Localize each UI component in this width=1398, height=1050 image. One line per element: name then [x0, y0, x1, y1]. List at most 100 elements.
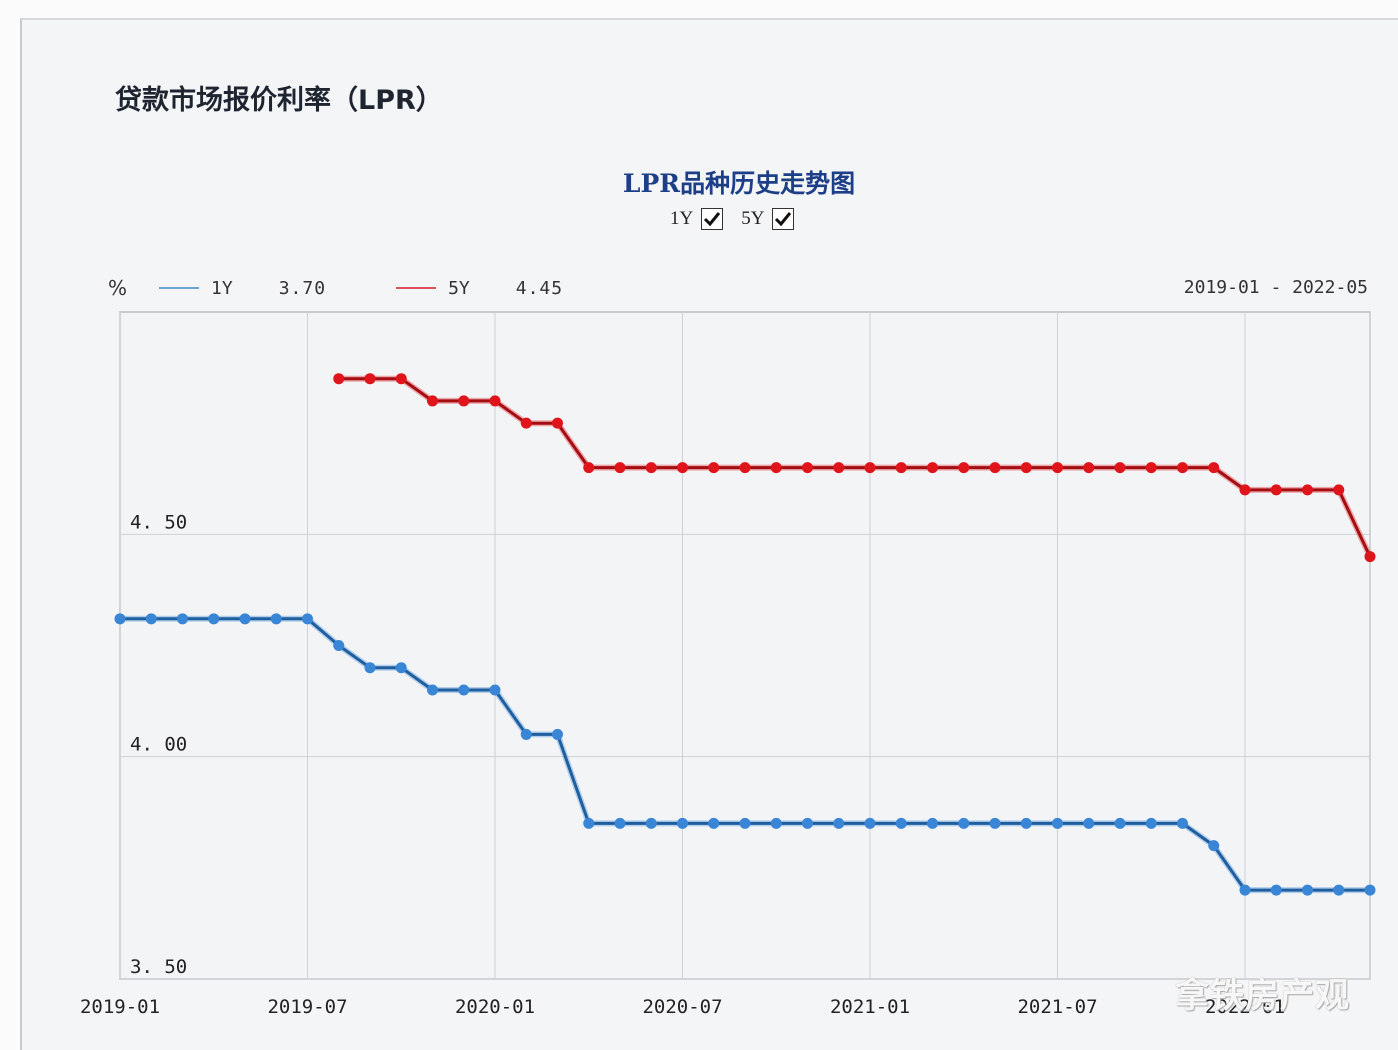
data-point[interactable]: [520, 728, 532, 740]
toggle-5y-checkbox[interactable]: [772, 208, 795, 230]
data-point[interactable]: [677, 817, 688, 829]
data-point[interactable]: [1145, 817, 1157, 829]
data-point[interactable]: [770, 817, 782, 829]
data-point[interactable]: [364, 373, 376, 385]
series-toggles: 1Y 5Y: [670, 208, 804, 230]
data-point[interactable]: [1208, 840, 1220, 852]
data-point[interactable]: [1083, 817, 1095, 829]
x-tick-label: 2019-01: [80, 996, 160, 1018]
data-point[interactable]: [864, 817, 876, 829]
data-point[interactable]: [1052, 817, 1063, 829]
data-point[interactable]: [552, 417, 563, 429]
data-point[interactable]: [833, 817, 845, 829]
data-point[interactable]: [114, 613, 126, 625]
data-point[interactable]: [1083, 462, 1095, 474]
data-point[interactable]: [1177, 462, 1188, 474]
data-point[interactable]: [302, 613, 313, 625]
data-point[interactable]: [458, 684, 470, 696]
data-point[interactable]: [583, 462, 595, 474]
data-point[interactable]: [489, 684, 501, 696]
data-point[interactable]: [1052, 462, 1063, 474]
data-point[interactable]: [677, 462, 688, 474]
data-point[interactable]: [1239, 484, 1251, 496]
x-tick-label: 2021-01: [830, 996, 910, 1018]
data-point[interactable]: [1302, 484, 1313, 496]
data-point[interactable]: [708, 817, 720, 829]
toggle-1y-label: 1Y: [670, 208, 694, 229]
series-line-5y: [338, 377, 1372, 558]
data-point[interactable]: [395, 373, 407, 385]
data-point[interactable]: [333, 640, 345, 651]
data-point[interactable]: [989, 462, 1001, 474]
data-point[interactable]: [333, 373, 345, 385]
data-point[interactable]: [1208, 462, 1220, 474]
data-point[interactable]: [1114, 462, 1126, 474]
y-tick-label: 4. 50: [130, 511, 187, 533]
data-point[interactable]: [802, 817, 813, 829]
data-point[interactable]: [1020, 817, 1032, 829]
data-point[interactable]: [770, 462, 782, 474]
data-point[interactable]: [208, 613, 220, 625]
data-point[interactable]: [1114, 817, 1126, 829]
watermark: 拿铁房产观: [1175, 976, 1350, 1016]
data-point[interactable]: [739, 817, 751, 829]
data-point[interactable]: [833, 462, 845, 474]
data-point[interactable]: [708, 462, 720, 474]
data-point[interactable]: [364, 662, 376, 674]
checkmark-icon: [775, 212, 792, 227]
data-point[interactable]: [458, 395, 470, 407]
data-point[interactable]: [1364, 551, 1376, 563]
data-point[interactable]: [927, 817, 938, 829]
data-point[interactable]: [645, 462, 657, 474]
legend-5y-value: 4.45: [515, 277, 564, 299]
data-point[interactable]: [895, 817, 907, 829]
data-point[interactable]: [489, 395, 501, 407]
data-point[interactable]: [145, 613, 157, 625]
data-point[interactable]: [614, 462, 626, 474]
data-point[interactable]: [895, 462, 907, 474]
data-point[interactable]: [1270, 484, 1282, 496]
data-point[interactable]: [177, 613, 188, 625]
data-point[interactable]: [614, 817, 626, 829]
legend-1y-value: 3.70: [278, 277, 327, 299]
legend-1y-swatch: [159, 287, 200, 289]
data-point[interactable]: [552, 728, 563, 740]
toggle-5y-label: 5Y: [741, 208, 765, 229]
data-point[interactable]: [927, 462, 938, 474]
data-point[interactable]: [520, 417, 532, 429]
legend-1y-name: 1Y: [211, 277, 233, 299]
data-point[interactable]: [1333, 884, 1345, 896]
toggle-1y-checkbox[interactable]: [701, 208, 724, 230]
data-point[interactable]: [864, 462, 876, 474]
data-point[interactable]: [239, 613, 251, 625]
data-point[interactable]: [583, 817, 595, 829]
chart-title: LPR品种历史走势图: [622, 169, 856, 198]
data-point[interactable]: [427, 684, 438, 696]
y-tick-label: 3. 50: [130, 956, 187, 978]
x-tick-label: 2020-07: [642, 996, 722, 1018]
data-point[interactable]: [739, 462, 751, 474]
data-point[interactable]: [1145, 462, 1157, 474]
data-point[interactable]: [645, 817, 657, 829]
y-tick-label: 4. 00: [130, 734, 187, 756]
data-point[interactable]: [395, 662, 407, 674]
legend-5y-swatch: [396, 287, 437, 289]
data-point[interactable]: [1020, 462, 1032, 474]
data-point[interactable]: [1270, 884, 1282, 896]
plot-area: 2019-01 2019-07 2020-01 2020-07 2021-01 2021-…: [80, 311, 1376, 1018]
data-point[interactable]: [1302, 884, 1313, 896]
legend-5y-name: 5Y: [448, 277, 470, 299]
data-point[interactable]: [958, 462, 970, 474]
data-point[interactable]: [427, 395, 438, 407]
data-point[interactable]: [1364, 884, 1376, 896]
plot-frame: [119, 311, 1371, 980]
data-point[interactable]: [802, 462, 813, 474]
x-tick-label: 2020-01: [455, 996, 535, 1018]
data-point[interactable]: [1177, 817, 1188, 829]
data-point[interactable]: [1239, 884, 1251, 896]
data-point[interactable]: [989, 817, 1001, 829]
data-point[interactable]: [958, 817, 970, 829]
x-tick-label: 2021-07: [1017, 996, 1097, 1018]
data-point[interactable]: [270, 613, 282, 625]
data-point[interactable]: [1333, 484, 1345, 496]
